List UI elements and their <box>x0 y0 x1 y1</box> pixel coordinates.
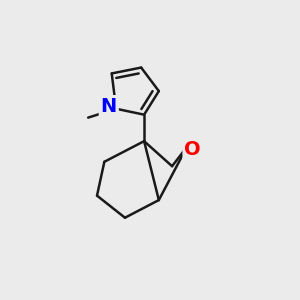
Text: O: O <box>184 140 201 160</box>
Text: N: N <box>101 97 117 116</box>
